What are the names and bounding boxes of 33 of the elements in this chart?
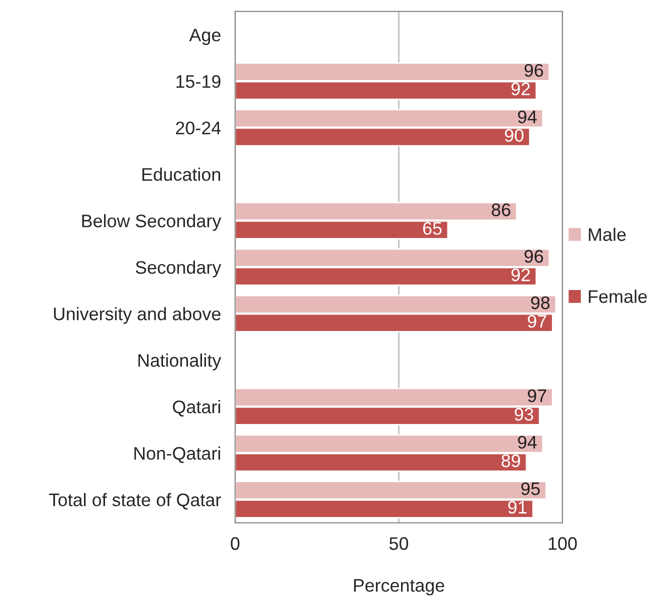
data-label: 92 [511, 82, 530, 96]
y-tick-label: Non-Qatari [134, 446, 220, 464]
y-tick-label: 20-24 [176, 122, 221, 134]
y-tick-label: University and above [54, 307, 220, 324]
data-label: 94 [518, 110, 537, 124]
data-label: 94 [518, 436, 537, 449]
y-tick-label: Qatari [172, 400, 220, 417]
x-tick-label: 0 [230, 537, 240, 550]
y-tick-label: Nationality [138, 354, 222, 370]
data-label: 86 [492, 203, 510, 216]
data-label: 97 [528, 389, 546, 402]
data-label: 65 [423, 222, 442, 235]
y-tick-label: Total of state of Qatar [49, 493, 221, 510]
y-tick-label: Age [189, 28, 220, 45]
data-label: 93 [514, 408, 534, 421]
data-label: 97 [528, 314, 546, 328]
y-tick-label: Below Secondary [82, 214, 222, 231]
y-tick-label: Secondary [136, 260, 222, 278]
data-label: 96 [524, 64, 544, 77]
data-label: 98 [531, 296, 550, 310]
x-axis-title: Percentage [354, 579, 444, 596]
data-label: 90 [504, 129, 524, 142]
legend-label: Female [588, 290, 647, 303]
data-label: 96 [524, 250, 544, 263]
data-label: 95 [521, 482, 540, 496]
x-tick-label: 100 [548, 537, 577, 550]
x-tick-label: 50 [389, 537, 408, 550]
y-tick-label: Education [142, 168, 220, 181]
data-label: 89 [502, 454, 520, 468]
legend-label: Male [588, 228, 626, 241]
y-tick-label: 15-19 [176, 75, 220, 88]
data-label: 91 [508, 500, 527, 514]
data-label: 92 [511, 268, 530, 282]
